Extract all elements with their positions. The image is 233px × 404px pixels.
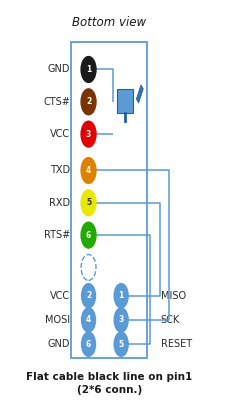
Circle shape bbox=[81, 121, 96, 147]
Text: 6: 6 bbox=[86, 231, 91, 240]
Text: 4: 4 bbox=[86, 316, 91, 324]
Bar bbox=[71, 42, 147, 358]
Text: RESET: RESET bbox=[161, 339, 192, 349]
Circle shape bbox=[82, 332, 96, 356]
Circle shape bbox=[81, 158, 96, 183]
Circle shape bbox=[82, 284, 96, 308]
Text: Bottom view: Bottom view bbox=[72, 16, 147, 29]
Text: Flat cable black line on pin1: Flat cable black line on pin1 bbox=[26, 372, 193, 381]
Text: (2*6 conn.): (2*6 conn.) bbox=[77, 385, 142, 395]
Text: 5: 5 bbox=[119, 340, 124, 349]
Text: 3: 3 bbox=[86, 130, 91, 139]
Text: 4: 4 bbox=[86, 166, 91, 175]
Text: 1: 1 bbox=[119, 291, 124, 300]
Text: 2: 2 bbox=[86, 97, 91, 106]
Text: MOSI: MOSI bbox=[45, 315, 70, 325]
Text: 6: 6 bbox=[86, 340, 91, 349]
Circle shape bbox=[82, 308, 96, 332]
Text: MISO: MISO bbox=[161, 291, 186, 301]
Bar bbox=[116, 89, 133, 113]
Circle shape bbox=[81, 89, 96, 115]
Text: GND: GND bbox=[47, 65, 70, 74]
Circle shape bbox=[81, 222, 96, 248]
Circle shape bbox=[81, 190, 96, 216]
Text: RTS#: RTS# bbox=[44, 230, 70, 240]
Circle shape bbox=[81, 57, 96, 82]
Text: 2: 2 bbox=[86, 291, 91, 300]
Text: GND: GND bbox=[47, 339, 70, 349]
Text: 3: 3 bbox=[119, 316, 124, 324]
Circle shape bbox=[114, 308, 128, 332]
Text: RXD: RXD bbox=[49, 198, 70, 208]
Text: SCK: SCK bbox=[161, 315, 180, 325]
Text: VCC: VCC bbox=[50, 129, 70, 139]
Text: TXD: TXD bbox=[50, 166, 70, 175]
Polygon shape bbox=[136, 85, 143, 103]
Text: 5: 5 bbox=[86, 198, 91, 207]
Text: VCC: VCC bbox=[50, 291, 70, 301]
Text: 1: 1 bbox=[86, 65, 91, 74]
Circle shape bbox=[114, 284, 128, 308]
Text: CTS#: CTS# bbox=[43, 97, 70, 107]
Circle shape bbox=[114, 332, 128, 356]
